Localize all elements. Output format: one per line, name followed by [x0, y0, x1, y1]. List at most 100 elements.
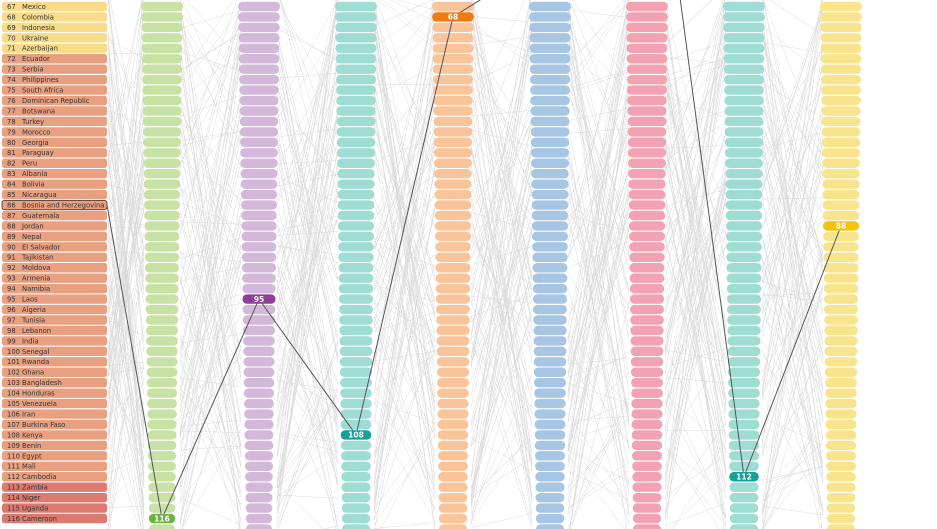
- rank-pill: [435, 294, 471, 304]
- background-line: [567, 9, 630, 18]
- rank-pill: [725, 179, 763, 189]
- country-row: 81 Paraguay: [2, 148, 107, 158]
- background-line: [664, 101, 727, 234]
- country-label-bg: [2, 85, 107, 95]
- background-line: [470, 118, 533, 259]
- country-label-bg: [2, 451, 107, 461]
- rank-pill: [820, 12, 862, 22]
- rank-pill: [534, 378, 566, 388]
- rank-pill: [728, 419, 760, 430]
- background-line: [470, 75, 533, 470]
- rank-pill: [238, 54, 280, 64]
- country-label-bg: [2, 54, 107, 64]
- country-label-bg: [2, 33, 107, 43]
- background-line: [470, 10, 533, 166]
- rank-number: 110: [7, 452, 20, 460]
- rank-pill: [437, 398, 469, 409]
- background-line: [761, 81, 824, 314]
- background-line: [664, 245, 727, 338]
- rank-pill: [141, 12, 183, 22]
- background-line: [179, 388, 242, 452]
- rank-pill: [535, 461, 565, 471]
- country-name: Algeria: [22, 306, 46, 314]
- background-line: [276, 0, 339, 111]
- background-line: [470, 145, 533, 498]
- rank-number: 84: [7, 181, 16, 189]
- rank-pill: [723, 74, 765, 85]
- country-label-bg: [2, 513, 107, 524]
- background-line: [373, 138, 436, 271]
- background-line: [373, 151, 436, 487]
- background-line: [373, 285, 436, 302]
- background-line: [276, 20, 339, 405]
- rank-pill: [339, 336, 373, 346]
- rank-number: 89: [7, 233, 16, 241]
- rank-pill: [822, 200, 860, 210]
- background-line: [373, 91, 436, 337]
- rank-pill: [821, 116, 861, 127]
- rank-pill: [242, 273, 276, 283]
- country-label-bg: [2, 263, 107, 273]
- rank-pill: [824, 315, 858, 325]
- rank-pill: [827, 524, 855, 529]
- rank-pill: [341, 492, 371, 503]
- rank-number: 116: [7, 515, 20, 523]
- background-line: [470, 0, 531, 339]
- highlight-pill: [340, 430, 372, 440]
- rank-pill: [632, 492, 662, 503]
- highlight-rank-label: 88: [836, 222, 846, 231]
- country-row: 69 Indonesia: [2, 22, 107, 33]
- country-name: Philippines: [22, 76, 59, 84]
- background-line: [373, 138, 436, 293]
- rank-pill: [534, 398, 566, 409]
- rank-pill: [148, 461, 176, 471]
- background-line: [276, 280, 339, 484]
- rank-pill: [341, 461, 371, 471]
- highlight-marker: 116: [148, 513, 176, 524]
- rank-pill: [727, 357, 761, 367]
- highlight-rank-label: 116: [154, 514, 170, 523]
- background-line: [373, 335, 436, 522]
- rank-pill: [435, 263, 471, 273]
- background-line: [761, 64, 824, 301]
- rank-pill: [826, 492, 856, 503]
- background-line: [470, 0, 526, 113]
- background-line: [567, 387, 630, 443]
- background-line: [373, 141, 436, 406]
- background-line: [664, 422, 727, 510]
- rank-pill: [241, 200, 277, 210]
- background-line: [276, 400, 339, 482]
- background-line: [761, 103, 824, 215]
- country-row: 110 Egypt: [2, 451, 107, 461]
- rank-pill: [340, 388, 372, 398]
- background-line: [373, 8, 436, 83]
- country-row: 96 Algeria: [2, 304, 107, 315]
- country-name: Kenya: [22, 431, 43, 439]
- rank-pill: [145, 325, 179, 336]
- rank-pill: [436, 336, 470, 346]
- background-line: [470, 36, 533, 46]
- background-line: [470, 110, 533, 252]
- background-line: [761, 352, 824, 464]
- rank-pill: [724, 106, 764, 116]
- background-line: [761, 440, 824, 503]
- background-line: [179, 210, 242, 445]
- background-line: [179, 44, 242, 144]
- country-row: 98 Lebanon: [2, 325, 107, 336]
- background-line: [664, 52, 727, 191]
- country-label-bg: [2, 127, 107, 137]
- rank-number: 87: [7, 212, 16, 220]
- rank-pill: [532, 242, 568, 252]
- rank-pill: [336, 148, 376, 158]
- background-line: [470, 269, 533, 491]
- rank-pill: [336, 127, 376, 137]
- background-line: [761, 377, 824, 454]
- country-row: 74 Philippines: [2, 74, 107, 85]
- rank-pill: [438, 472, 468, 482]
- rank-pill: [143, 169, 181, 179]
- background-line: [276, 127, 339, 423]
- background-line: [761, 505, 824, 516]
- rank-pill: [632, 472, 662, 482]
- background-line: [373, 96, 436, 251]
- background-line: [179, 266, 242, 282]
